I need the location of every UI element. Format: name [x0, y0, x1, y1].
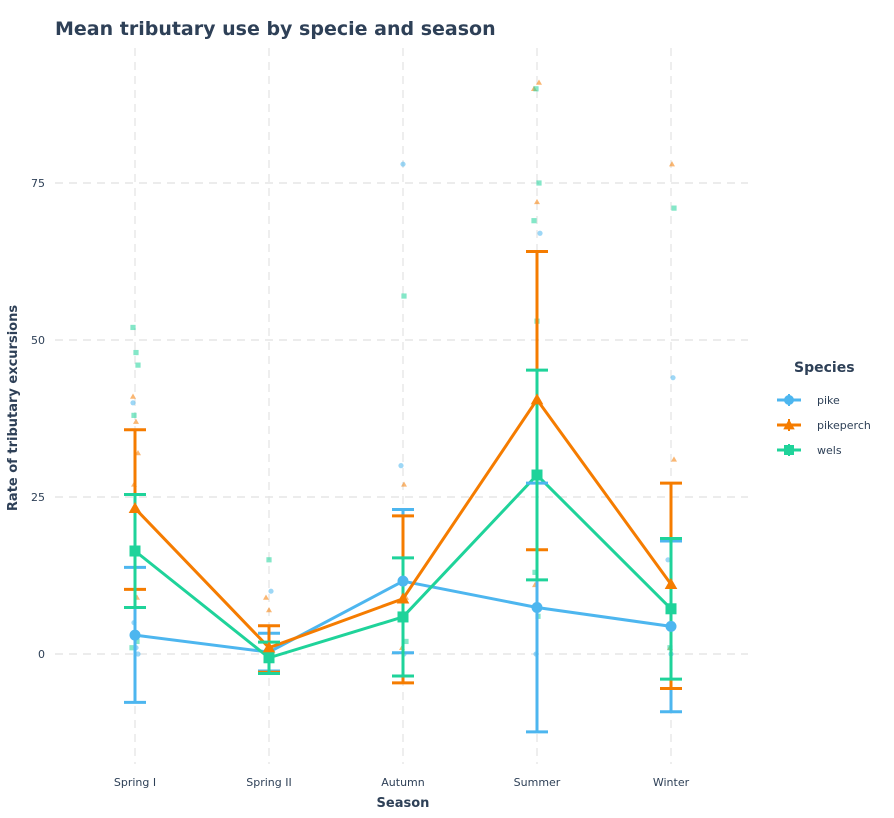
- x-tick-label: Winter: [653, 776, 690, 789]
- pike-mean-marker: [129, 629, 141, 641]
- wels-observation-point: [533, 86, 539, 92]
- pikeperch-observation-point: [669, 161, 675, 167]
- pike-observation-point: [130, 400, 136, 406]
- mean-markers-layer: [128, 393, 678, 664]
- pikeperch-mean-marker: [128, 501, 142, 514]
- legend-label: wels: [817, 444, 842, 457]
- y-tick-label: 50: [31, 334, 45, 347]
- pike-mean-marker: [531, 602, 543, 614]
- x-axis-title: Season: [377, 796, 430, 811]
- legend-marker-swatch: [784, 395, 794, 405]
- pikeperch-observation-point: [401, 481, 407, 487]
- pike-mean-marker: [397, 575, 409, 587]
- legend-title: Species: [794, 360, 855, 376]
- pikeperch-observation-point: [266, 607, 272, 613]
- x-tick-label: Summer: [514, 776, 561, 789]
- pike-observation-point: [268, 588, 274, 594]
- wels-observation-point: [129, 645, 135, 651]
- wels-observation-point: [403, 638, 409, 645]
- wels-observation-point: [133, 349, 139, 356]
- pikeperch-observation-point: [536, 79, 542, 85]
- pikeperch-mean-marker: [664, 577, 678, 590]
- chart-title: Mean tributary use by specie and season: [55, 18, 496, 40]
- wels-observation-point: [131, 412, 137, 418]
- legend-item-pike: pike: [777, 394, 840, 407]
- legend: Species pike pikeperch wels: [777, 360, 871, 457]
- wels-observation-point: [671, 205, 677, 211]
- pikeperch-observation-point: [130, 393, 136, 399]
- pike-observation-point: [670, 375, 676, 381]
- pikeperch-observation-point: [135, 450, 141, 456]
- wels-observation-point: [401, 293, 407, 299]
- wels-mean-marker: [665, 603, 677, 615]
- wels-mean-marker: [397, 611, 409, 623]
- pike-observation-point: [400, 161, 406, 167]
- wels-observation-point: [532, 569, 538, 575]
- wels-observation-point: [130, 324, 136, 331]
- error-bars-layer: [124, 249, 682, 734]
- wels-observation-point: [135, 362, 141, 368]
- x-tick-label: Autumn: [381, 776, 424, 789]
- legend-item-pikeperch: pikeperch: [777, 419, 871, 432]
- pike-observation-point: [665, 557, 671, 563]
- pikeperch-observation-point: [263, 594, 269, 600]
- wels-observation-point: [531, 218, 537, 224]
- wels-observation-point: [536, 180, 542, 186]
- pikeperch-observation-point: [133, 418, 139, 424]
- pike-mean-marker: [665, 620, 677, 632]
- x-tick-label: Spring II: [246, 776, 291, 789]
- pikeperch-observation-point: [534, 198, 540, 205]
- grid-layer: [55, 48, 748, 764]
- legend-label: pike: [817, 394, 840, 407]
- wels-observation-point: [266, 557, 272, 563]
- pike-observation-point: [537, 230, 543, 236]
- wels-mean-marker: [531, 469, 543, 481]
- pikeperch-observation-point: [671, 456, 677, 462]
- legend-label: pikeperch: [817, 419, 871, 432]
- legend-item-wels: wels: [777, 444, 842, 457]
- wels-mean-marker: [263, 652, 275, 664]
- wels-mean-marker: [129, 545, 141, 557]
- legend-marker-swatch: [783, 419, 795, 430]
- legend-marker-swatch: [784, 445, 794, 455]
- x-tick-label: Spring I: [114, 776, 156, 789]
- pike-observation-point: [398, 463, 404, 469]
- pikeperch-mean-marker: [396, 592, 410, 604]
- y-axis-title: Rate of tributary excursions: [6, 305, 21, 511]
- pikeperch-mean-marker: [262, 641, 276, 653]
- y-tick-label: 75: [31, 177, 45, 190]
- pikeperch-mean-marker: [530, 393, 544, 405]
- y-tick-label: 0: [38, 648, 45, 661]
- wels-observation-point: [134, 638, 140, 645]
- axis-labels-layer: 0 25 50 75 Spring I Spring II Autumn Summer Wint…: [31, 177, 690, 789]
- y-tick-label: 25: [31, 491, 45, 504]
- pike-observation-point: [135, 651, 141, 657]
